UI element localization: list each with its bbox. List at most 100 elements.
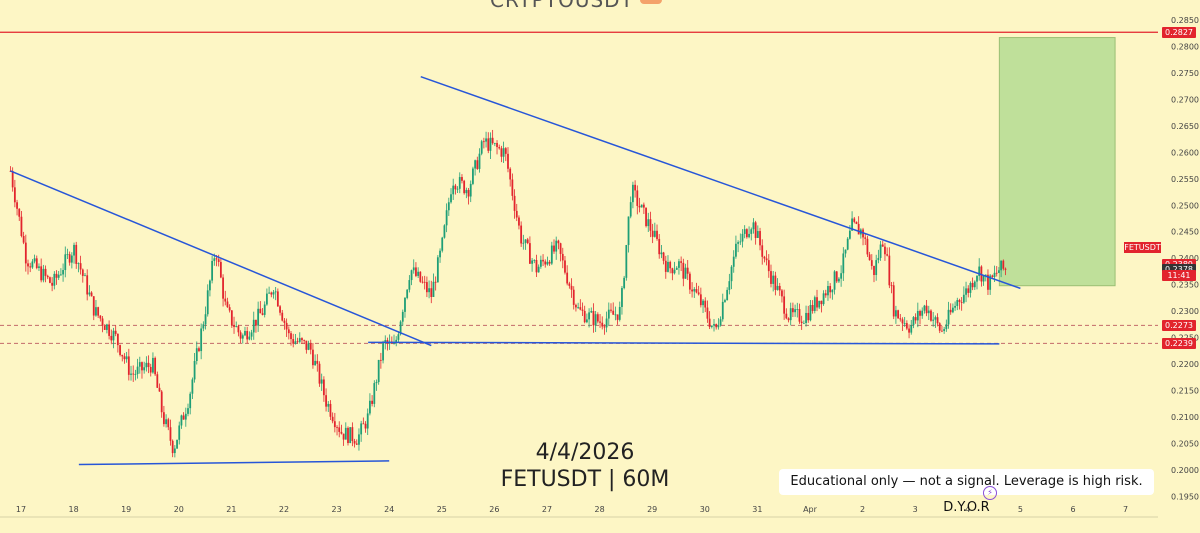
candle-body [910, 325, 913, 333]
price-tag: 0.2273 [1162, 319, 1196, 331]
candle-body [29, 266, 32, 268]
candle-body [51, 282, 54, 286]
candle-body [182, 415, 185, 420]
candle-body [362, 423, 365, 425]
candle-body [458, 177, 461, 189]
candle-body [178, 425, 181, 440]
candle-body [829, 286, 832, 293]
candle-body [478, 153, 481, 169]
candle-body [371, 400, 374, 404]
candle-body [557, 240, 560, 244]
candle-body [599, 321, 601, 323]
candle-body [693, 289, 696, 292]
candle-body [244, 330, 246, 336]
candle-body [919, 310, 921, 316]
candle-body [369, 400, 371, 414]
candle-body [765, 258, 768, 261]
candle-body [1000, 260, 1003, 271]
x-tick-label: 30 [700, 505, 710, 514]
candle-body [200, 328, 203, 352]
candle-body [408, 280, 411, 290]
candle-body [993, 272, 996, 277]
candle-body [472, 168, 474, 184]
candle-body [735, 243, 737, 257]
candle-body [649, 219, 652, 231]
lightning-icon[interactable]: ⚡ [983, 486, 997, 500]
candle-body [897, 310, 900, 319]
candle-body [844, 249, 847, 254]
candle-body [579, 307, 582, 310]
candle-body [16, 202, 18, 209]
candle-body [658, 238, 661, 255]
candle-body [853, 218, 856, 222]
candle-body [1004, 268, 1007, 270]
candle-body [68, 254, 71, 263]
candle-body [625, 245, 628, 278]
candle-body [509, 168, 512, 180]
candle-body [660, 252, 663, 255]
candle-body [756, 231, 759, 238]
candle-body [167, 419, 170, 428]
candle-body [947, 309, 950, 325]
x-tick-label: 4 [965, 505, 970, 514]
candle-body [97, 307, 100, 316]
candle-body [24, 242, 27, 264]
candle-body [287, 329, 290, 334]
candle-body [987, 274, 989, 290]
candle-body [785, 313, 788, 319]
candle-body [686, 267, 689, 274]
candle-body [743, 229, 746, 234]
candle-body [430, 288, 433, 297]
candle-body [807, 312, 810, 321]
candle-body [259, 308, 262, 314]
candle-body [818, 300, 821, 308]
candle-body [145, 362, 148, 368]
candle-body [866, 238, 869, 255]
candle-body [550, 245, 553, 264]
candle-body [662, 252, 665, 261]
candle-body [445, 210, 448, 226]
candle-body [103, 325, 106, 330]
candle-body [252, 319, 255, 333]
candle-body [217, 259, 220, 263]
candle-body [618, 306, 621, 320]
candle-body [864, 237, 867, 239]
candle-body [187, 408, 189, 414]
candle-body [811, 304, 814, 311]
candle-body [623, 277, 626, 289]
candle-body [406, 289, 409, 298]
candle-body [224, 298, 227, 302]
x-tick-label: 7 [1123, 505, 1128, 514]
candle-body [276, 291, 279, 307]
candle-body [285, 322, 288, 330]
candle-body [496, 142, 498, 148]
candle-body [344, 427, 347, 440]
date-caption: 4/4/2026 [535, 440, 635, 465]
candle-body [296, 341, 299, 343]
candle-body [772, 275, 775, 284]
candle-body [86, 275, 89, 295]
candle-body [647, 219, 650, 227]
trendline [78, 460, 390, 466]
candle-body [125, 356, 128, 360]
candle-body [748, 233, 750, 238]
x-tick-label: Apr [803, 505, 818, 514]
x-tick-label: 31 [752, 505, 762, 514]
candle-body [443, 225, 446, 238]
candle-body [616, 314, 619, 320]
price-tag: 0.2827 [1162, 26, 1196, 38]
candle-body [40, 266, 43, 281]
candle-body [730, 266, 733, 282]
candle-body [796, 309, 799, 310]
candle-body [901, 319, 904, 324]
candle-body [802, 322, 805, 324]
candle-body [941, 330, 943, 332]
x-tick-label: 5 [1018, 505, 1023, 514]
candle-body [610, 309, 612, 311]
target-zone [998, 37, 1116, 287]
candle-body [934, 317, 937, 320]
candle-body [664, 260, 667, 272]
candle-body [180, 415, 183, 426]
candle-body [719, 319, 722, 326]
